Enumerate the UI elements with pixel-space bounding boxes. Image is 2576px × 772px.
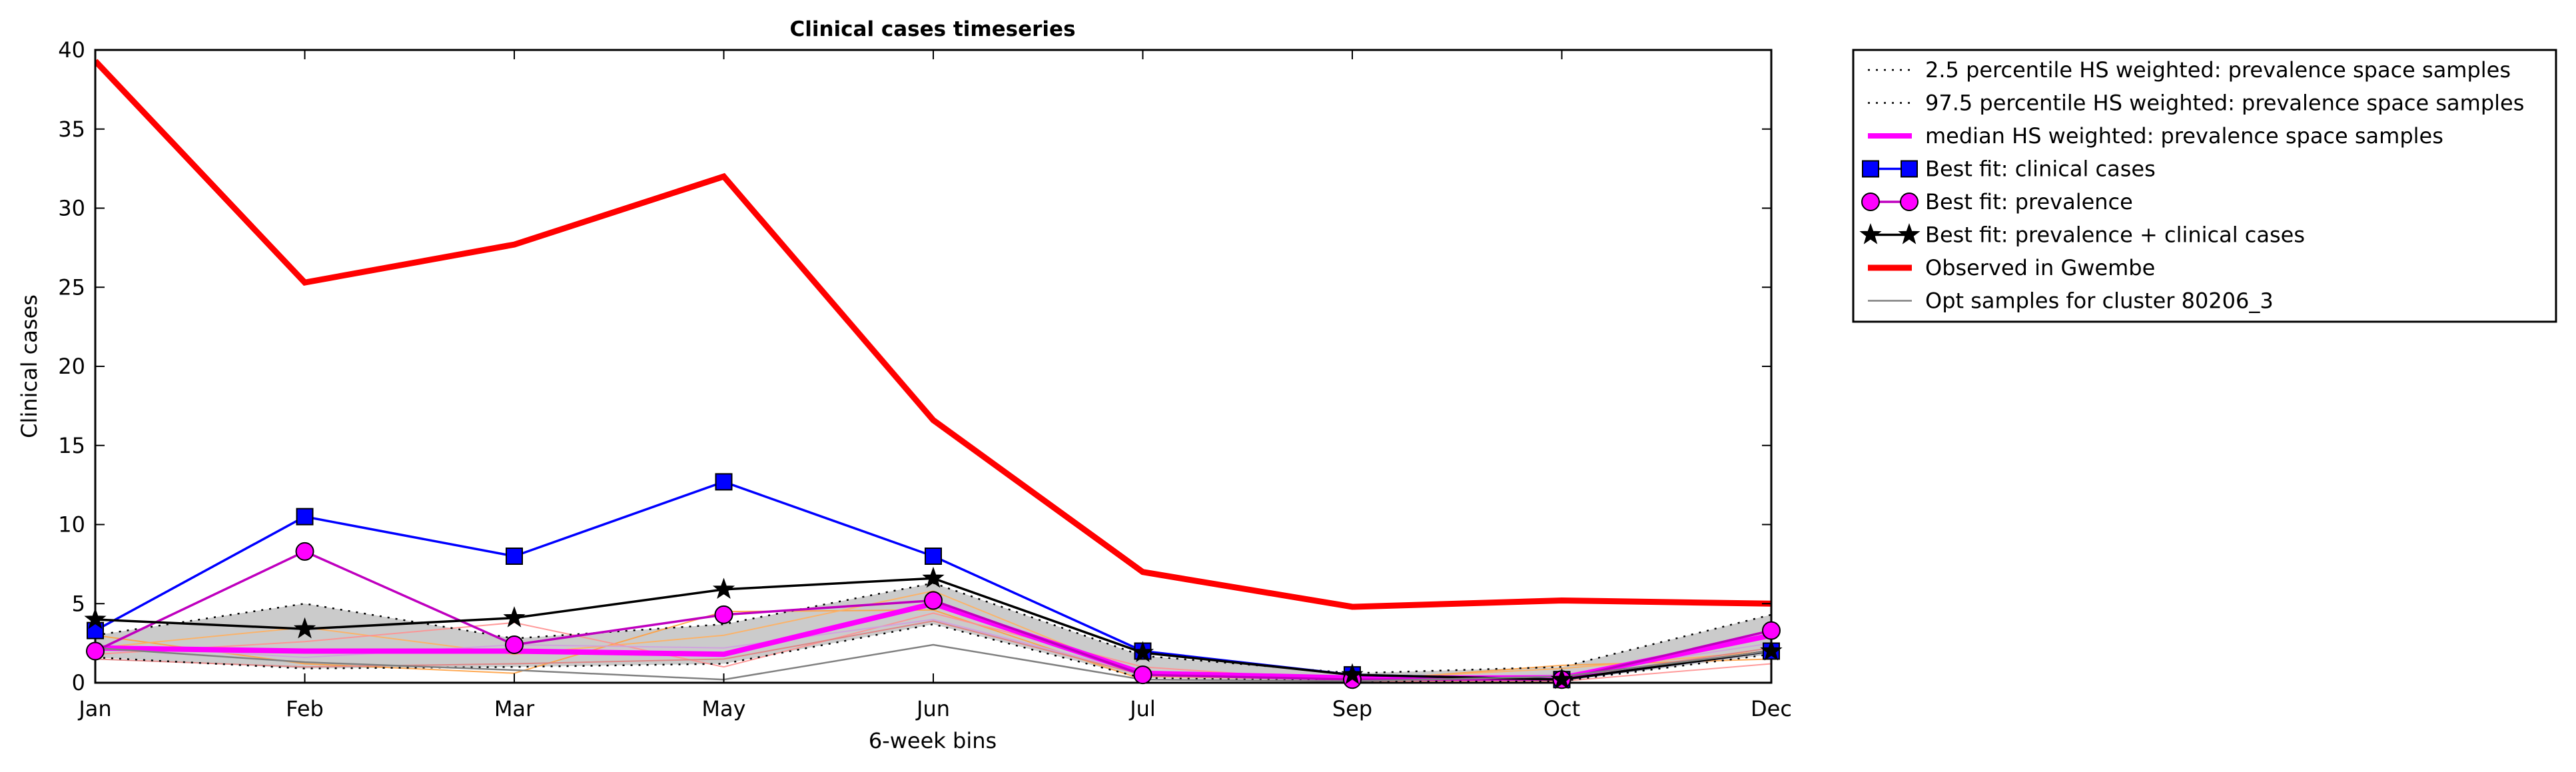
legend-marker-a-5 (1859, 223, 1882, 244)
series-5-point-8 (1760, 639, 1783, 661)
y-axis-label: Clinical cases (17, 294, 42, 438)
x-axis-label: 6-week bins (869, 728, 997, 753)
legend-entry-5: Best fit: prevalence + clinical cases (1925, 222, 2305, 248)
series-3-point-2 (506, 548, 523, 565)
series-5-point-7 (1550, 667, 1573, 689)
axis-ticks: Jan Feb Mar May Jun Jul Sep Oct Dec 0 5 10 15 20 25 30 3… (58, 37, 1792, 721)
y-tick-label-8: 40 (58, 37, 85, 63)
series-4-point-4 (924, 591, 943, 610)
y-tick-label-3: 15 (58, 433, 85, 458)
plot-area (95, 59, 1771, 682)
chart-title: Clinical cases timeseries (789, 17, 1075, 41)
legend-entry-7: Opt samples for cluster 80206_3 (1925, 288, 2274, 314)
series-line-6 (95, 59, 1771, 610)
legend-marker-b-4 (1900, 193, 1919, 211)
legend-entry-3: Best fit: clinical cases (1925, 157, 2156, 182)
y-tick-label-0: 0 (72, 670, 85, 695)
legend-entry-2: median HS weighted: prevalence space sam… (1925, 123, 2443, 149)
series-4-point-8 (1762, 621, 1781, 640)
y-tick-label-5: 25 (58, 274, 85, 300)
x-tick-label-7: Oct (1543, 696, 1580, 721)
legend-marker-a-4 (1861, 193, 1880, 211)
legend-entry-0: 2.5 percentile HS weighted: prevalence s… (1925, 57, 2511, 83)
series-5-point-6 (1341, 663, 1364, 685)
legend-marker-a-3 (1862, 160, 1879, 178)
sample-line-1 (95, 590, 1771, 681)
y-tick-label-6: 30 (58, 196, 85, 221)
x-tick-label-6: Sep (1332, 696, 1372, 721)
x-tick-label-1: Feb (286, 696, 324, 721)
series-5-point-0 (84, 607, 107, 629)
series-4-point-2 (505, 635, 524, 654)
series-5-point-3 (712, 578, 735, 599)
x-tick-label-5: Jul (1128, 696, 1156, 721)
series-4-point-1 (295, 542, 314, 561)
series-5-point-1 (293, 617, 316, 639)
series-3-point-4 (925, 548, 942, 565)
x-tick-label-2: Mar (494, 696, 535, 721)
series-3-point-1 (296, 508, 314, 526)
series-4-point-3 (714, 605, 733, 624)
series-4-point-0 (86, 641, 105, 661)
legend-box (1852, 49, 2557, 323)
series-5-point-2 (503, 606, 526, 627)
x-tick-label-4: Jun (915, 696, 950, 721)
legend-entry-1: 97.5 percentile HS weighted: prevalence … (1925, 91, 2524, 116)
sample-line-0 (95, 609, 1771, 682)
uncertainty-band (95, 583, 1771, 681)
x-tick-label-8: Dec (1751, 696, 1792, 721)
series-line-0 (95, 623, 1771, 682)
legend-marker-b-3 (1901, 160, 1918, 178)
x-tick-label-0: Jan (77, 696, 111, 721)
y-tick-label-7: 35 (58, 117, 85, 142)
series-5-point-5 (1131, 641, 1154, 662)
legend-entry-4: Best fit: prevalence (1925, 189, 2133, 214)
y-tick-label-4: 20 (58, 354, 85, 379)
series-line-7 (95, 643, 1771, 682)
x-tick-label-3: May (701, 696, 745, 721)
y-tick-label-1: 5 (72, 591, 85, 616)
y-tick-label-2: 10 (58, 512, 85, 538)
series-markers (84, 473, 1783, 689)
legend: 2.5 percentile HS weighted: prevalence s… (1852, 49, 2557, 323)
series-4-point-5 (1133, 665, 1152, 685)
series-5-point-4 (922, 566, 945, 588)
legend-marker-b-5 (1898, 223, 1921, 244)
legend-entry-6: Observed in Gwembe (1925, 255, 2155, 280)
series-3-point-3 (715, 473, 733, 491)
